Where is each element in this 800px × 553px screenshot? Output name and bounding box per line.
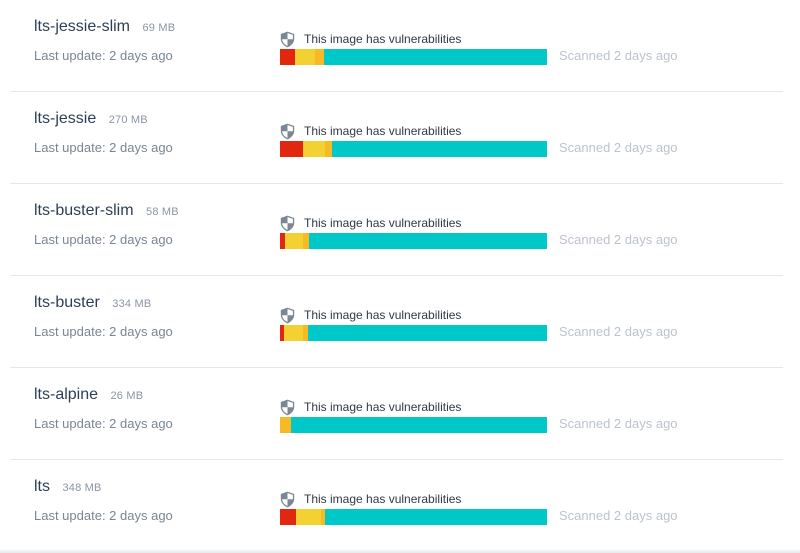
- vulnerability-label[interactable]: This image has vulnerabilities: [304, 216, 462, 230]
- last-update-text: Last update: 2 days ago: [34, 416, 173, 431]
- shield-icon: [280, 307, 295, 324]
- tag-name-line: lts-buster-slim 58 MB: [34, 202, 179, 220]
- tag-row: lts-buster-slim 58 MB Last update: 2 day…: [10, 184, 783, 276]
- vulnerability-bar: [280, 509, 547, 525]
- vulnerability-header: This image has vulnerabilities: [280, 30, 547, 48]
- tag-row: lts-jessie 270 MB Last update: 2 days ag…: [10, 92, 783, 184]
- shield-icon: [280, 123, 295, 140]
- tag-row: lts-jessie-slim 69 MB Last update: 2 day…: [10, 0, 783, 92]
- clean-segment: [324, 49, 547, 65]
- vulnerability-label[interactable]: This image has vulnerabilities: [304, 400, 462, 414]
- scanned-text: Scanned 2 days ago: [559, 232, 678, 247]
- scanned-text: Scanned 2 days ago: [559, 416, 678, 431]
- vulnerability-bar: [280, 49, 547, 65]
- high-segment: [285, 233, 303, 249]
- tag-name-link[interactable]: lts-alpine: [34, 386, 99, 403]
- critical-segment: [280, 325, 284, 341]
- critical-segment: [280, 233, 286, 249]
- last-update-text: Last update: 2 days ago: [34, 48, 173, 63]
- last-update-text: Last update: 2 days ago: [34, 324, 173, 339]
- tag-size: 69 MB: [142, 22, 176, 34]
- vulnerability-bar: [280, 325, 547, 341]
- high-segment: [284, 325, 303, 341]
- shield-icon: [280, 399, 295, 416]
- clean-segment: [290, 417, 547, 433]
- critical-segment: [280, 509, 297, 525]
- scanned-text: Scanned 2 days ago: [559, 140, 678, 155]
- tag-list: lts-jessie-slim 69 MB Last update: 2 day…: [10, 0, 783, 551]
- tag-size: 334 MB: [112, 298, 152, 310]
- vulnerability-bar: [280, 141, 547, 157]
- vulnerability-summary[interactable]: This image has vulnerabilities: [280, 490, 547, 525]
- tag-row: lts-alpine 26 MB Last update: 2 days ago…: [10, 368, 783, 460]
- medium-segment: [325, 141, 333, 157]
- scanned-text: Scanned 2 days ago: [559, 324, 678, 339]
- tag-name-link[interactable]: lts-buster-slim: [34, 202, 134, 219]
- bottom-shadow: [0, 549, 800, 553]
- tag-name-line: lts-alpine 26 MB: [34, 386, 143, 404]
- tag-name-link[interactable]: lts-jessie-slim: [34, 18, 130, 35]
- tag-name-link[interactable]: lts: [34, 478, 50, 495]
- vulnerability-header: This image has vulnerabilities: [280, 490, 547, 508]
- critical-segment: [280, 49, 295, 65]
- tag-size: 348 MB: [62, 482, 102, 494]
- tag-name-line: lts-buster 334 MB: [34, 294, 151, 312]
- vulnerability-label[interactable]: This image has vulnerabilities: [304, 32, 462, 46]
- high-segment: [294, 49, 315, 65]
- vulnerability-header: This image has vulnerabilities: [280, 306, 547, 324]
- vulnerability-header: This image has vulnerabilities: [280, 398, 547, 416]
- clean-segment: [325, 509, 547, 525]
- vulnerability-label[interactable]: This image has vulnerabilities: [304, 308, 462, 322]
- tag-name-link[interactable]: lts-buster: [34, 294, 100, 311]
- shield-icon: [280, 215, 295, 232]
- medium-segment: [280, 417, 291, 433]
- medium-segment: [314, 49, 325, 65]
- medium-segment: [302, 233, 310, 249]
- medium-segment: [321, 509, 326, 525]
- vulnerability-summary[interactable]: This image has vulnerabilities: [280, 122, 547, 157]
- clean-segment: [308, 325, 547, 341]
- vulnerability-label[interactable]: This image has vulnerabilities: [304, 492, 462, 506]
- tag-row: lts-buster 334 MB Last update: 2 days ag…: [10, 276, 783, 368]
- shield-icon: [280, 491, 295, 508]
- vulnerability-summary[interactable]: This image has vulnerabilities: [280, 214, 547, 249]
- shield-icon: [280, 31, 295, 48]
- tag-size: 58 MB: [146, 206, 179, 218]
- tag-name-line: lts-jessie 270 MB: [34, 110, 148, 128]
- tag-size: 26 MB: [110, 390, 144, 402]
- clean-segment: [332, 141, 547, 157]
- critical-segment: [280, 141, 303, 157]
- high-segment: [302, 141, 326, 157]
- last-update-text: Last update: 2 days ago: [34, 140, 173, 155]
- clean-segment: [309, 233, 547, 249]
- tag-name-link[interactable]: lts-jessie: [34, 110, 97, 127]
- vulnerability-bar: [280, 233, 547, 249]
- vulnerability-summary[interactable]: This image has vulnerabilities: [280, 398, 547, 433]
- last-update-text: Last update: 2 days ago: [34, 508, 173, 523]
- scanned-text: Scanned 2 days ago: [559, 48, 678, 63]
- medium-segment: [302, 325, 309, 341]
- tag-row: lts 348 MB Last update: 2 days ago This …: [10, 460, 783, 551]
- high-segment: [296, 509, 322, 525]
- vulnerability-header: This image has vulnerabilities: [280, 214, 547, 232]
- vulnerability-summary[interactable]: This image has vulnerabilities: [280, 30, 547, 65]
- tag-size: 270 MB: [108, 114, 148, 126]
- vulnerability-summary[interactable]: This image has vulnerabilities: [280, 306, 547, 341]
- tag-name-line: lts-jessie-slim 69 MB: [34, 18, 175, 36]
- vulnerability-bar: [280, 417, 547, 433]
- last-update-text: Last update: 2 days ago: [34, 232, 173, 247]
- vulnerability-header: This image has vulnerabilities: [280, 122, 547, 140]
- tag-name-line: lts 348 MB: [34, 478, 102, 496]
- scanned-text: Scanned 2 days ago: [559, 508, 678, 523]
- vulnerability-label[interactable]: This image has vulnerabilities: [304, 124, 462, 138]
